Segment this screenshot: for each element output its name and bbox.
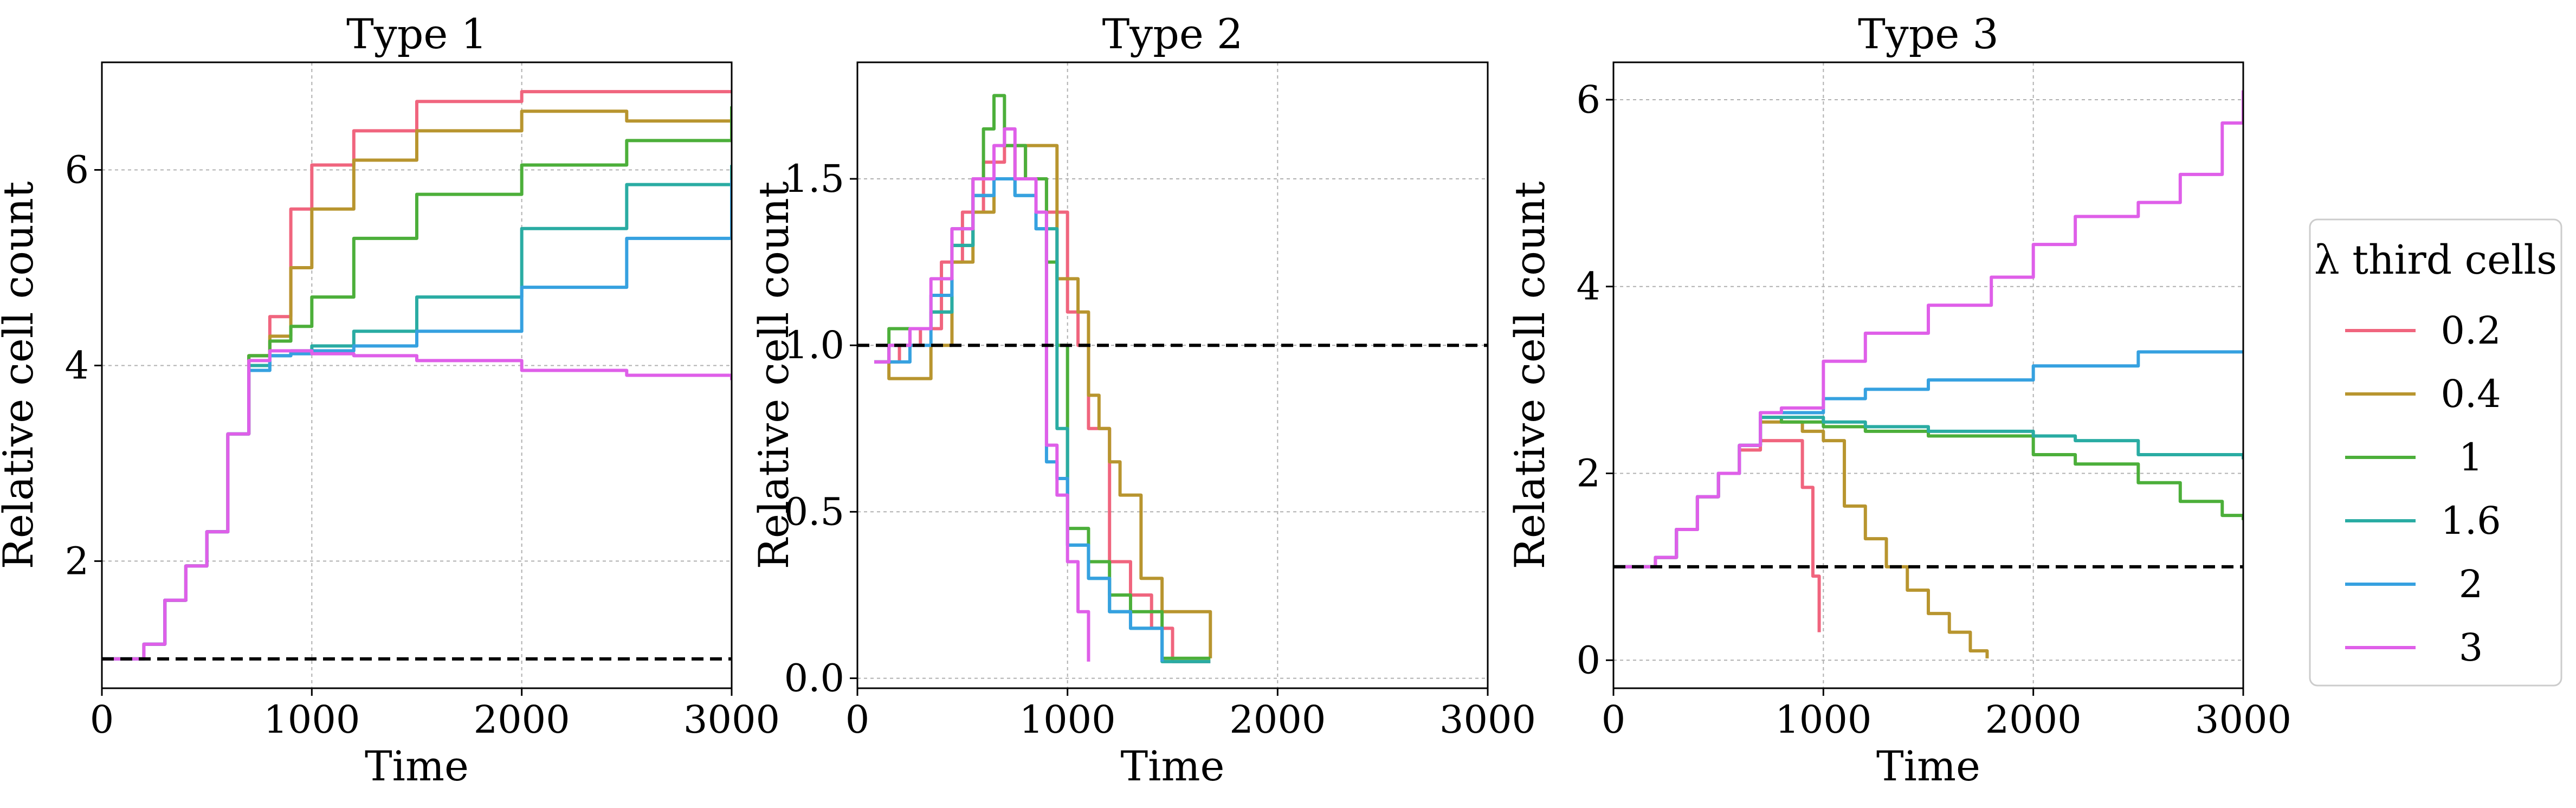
series-line-3 bbox=[874, 127, 1090, 662]
y-tick-label: 4 bbox=[1576, 264, 1600, 309]
axes-frame bbox=[1612, 61, 2244, 689]
chart-title: Type 1 bbox=[346, 10, 487, 58]
series-line-3 bbox=[1613, 90, 2243, 568]
y-tick-label: 6 bbox=[64, 148, 89, 192]
x-tick-label: 1000 bbox=[1775, 697, 1871, 742]
chart-title: Type 3 bbox=[1858, 10, 1999, 58]
legend-label: 2 bbox=[2459, 562, 2483, 606]
chart-panel-2: 0 1000 2000 3000 0.0 0.5 1.0 1.5 Type 2 Time Relat… bbox=[750, 10, 1536, 790]
axes-frame bbox=[101, 61, 733, 689]
x-tick-label: 2000 bbox=[1229, 697, 1326, 742]
y-tick-label: 0 bbox=[1576, 638, 1600, 682]
chart-panel-1: 0 1000 2000 3000 2 4 6 Type 1 Time Relative cell … bbox=[0, 10, 780, 790]
chart-panel-3: 0 1000 2000 3000 0 2 4 6 Type 3 Time Relative cell… bbox=[1506, 10, 2291, 790]
y-tick-label: 0.5 bbox=[784, 489, 844, 534]
legend: λ third cells 0.2 0.4 1 1.6 2 3 bbox=[2309, 218, 2562, 687]
y-tick-label: 1.5 bbox=[784, 157, 844, 201]
x-tick-label: 0 bbox=[1602, 697, 1626, 742]
x-tick-label: 1000 bbox=[263, 697, 360, 742]
y-tick-label: 1.0 bbox=[784, 323, 844, 367]
x-tick-label: 3000 bbox=[683, 697, 780, 742]
y-tick-label: 0.0 bbox=[784, 656, 844, 701]
x-axis-label: Time bbox=[1876, 742, 1980, 790]
y-tick-label: 2 bbox=[64, 539, 89, 583]
x-axis-label: Time bbox=[1120, 742, 1224, 790]
legend-label: 0.4 bbox=[2441, 372, 2501, 416]
y-axis-label: Relative cell count bbox=[1506, 182, 1554, 570]
legend-label: 0.2 bbox=[2441, 308, 2501, 353]
y-tick-label: 6 bbox=[1576, 77, 1600, 122]
x-axis-label: Time bbox=[365, 742, 469, 790]
y-tick-label: 2 bbox=[1576, 451, 1600, 496]
axes-frame bbox=[856, 61, 1489, 689]
x-tick-label: 0 bbox=[845, 697, 870, 742]
legend-label: 3 bbox=[2459, 625, 2483, 670]
chart-title: Type 2 bbox=[1102, 10, 1243, 58]
x-tick-label: 1000 bbox=[1019, 697, 1116, 742]
series-line-3 bbox=[102, 349, 732, 661]
legend-label: 1 bbox=[2459, 435, 2483, 480]
y-tick-label: 4 bbox=[64, 343, 89, 387]
x-tick-label: 2000 bbox=[474, 697, 570, 742]
legend-box bbox=[2309, 218, 2562, 687]
y-axis-label: Relative cell count bbox=[750, 182, 798, 570]
x-tick-label: 0 bbox=[90, 697, 114, 742]
legend-title: λ third cells bbox=[2314, 237, 2557, 283]
x-tick-label: 3000 bbox=[1439, 697, 1536, 742]
x-tick-label: 2000 bbox=[1985, 697, 2082, 742]
y-axis-label: Relative cell count bbox=[0, 182, 42, 570]
x-tick-label: 3000 bbox=[2195, 697, 2291, 742]
legend-label: 1.6 bbox=[2441, 499, 2501, 543]
